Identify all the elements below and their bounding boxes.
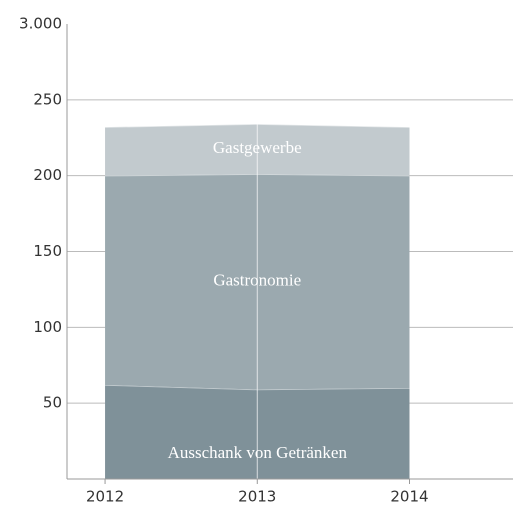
y-tick-label: 200 [33,166,62,184]
y-tick-label: 100 [33,318,62,336]
x-tick-label: 2012 [86,488,124,505]
y-tick-label: 150 [33,242,62,260]
x-tick-label: 2013 [238,488,276,505]
y-tick-label: 50 [43,394,62,412]
y-tick-label: 3.000 [19,15,62,33]
y-tick-label: 250 [33,90,62,108]
x-tick-label: 2014 [390,488,428,505]
